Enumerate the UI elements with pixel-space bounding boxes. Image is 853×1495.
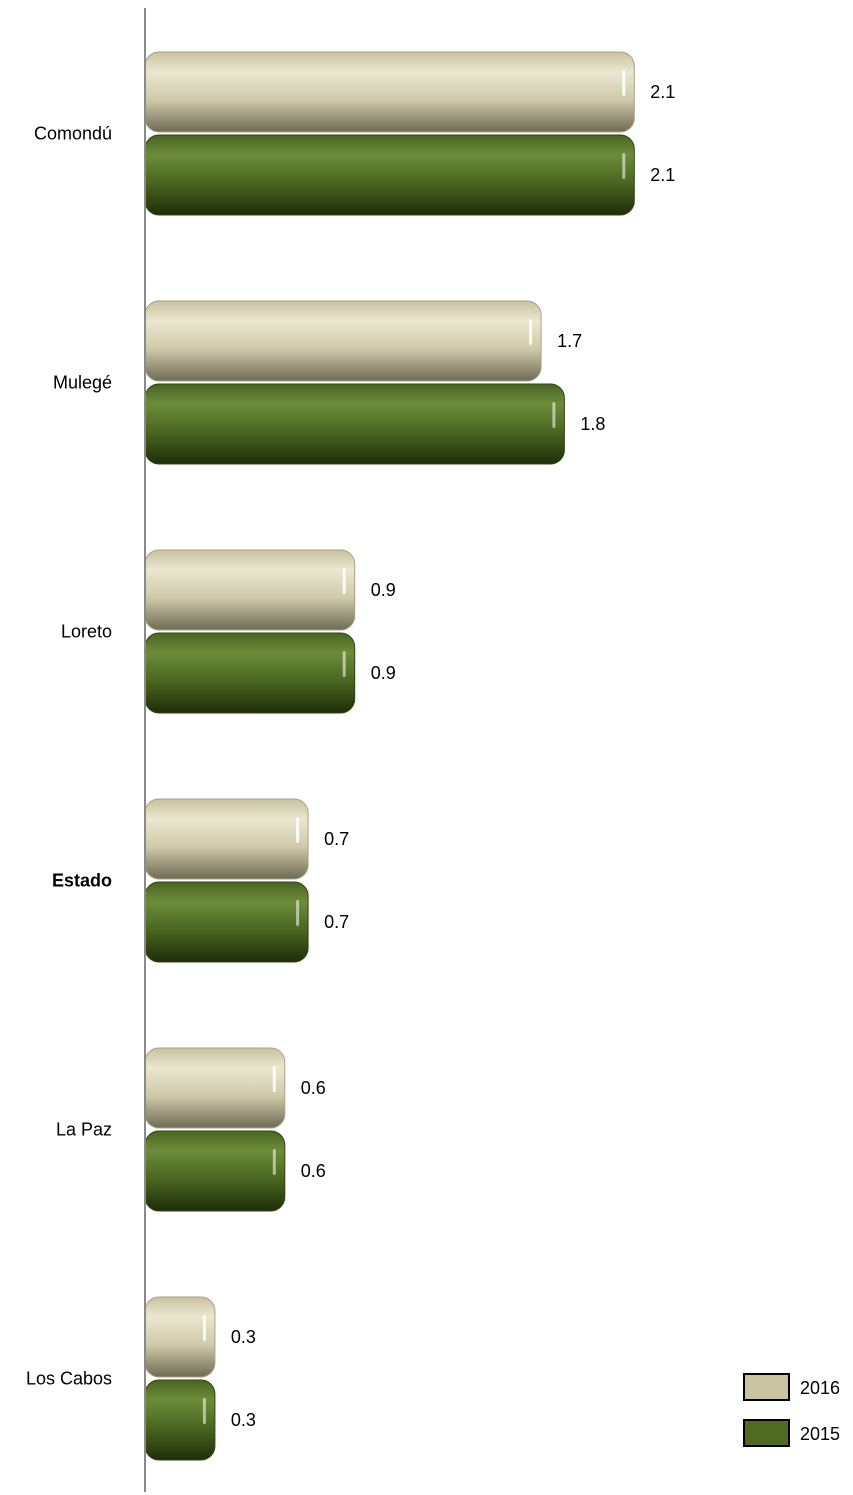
value-label-estado-2015: 0.7 bbox=[324, 912, 349, 932]
value-label-comondu-2015: 2.1 bbox=[650, 165, 675, 185]
legend-swatch-2015 bbox=[743, 1419, 790, 1447]
legend: 2016 2015 bbox=[743, 1373, 840, 1447]
value-label-loreto-2016: 0.9 bbox=[371, 580, 396, 600]
bar-loreto-2016 bbox=[144, 549, 356, 631]
bar-highlight bbox=[552, 402, 556, 428]
bar-highlight bbox=[622, 153, 626, 179]
value-label-mulege-2015: 1.8 bbox=[580, 414, 605, 434]
bars-layer bbox=[144, 51, 635, 1461]
bar-loreto-2015 bbox=[144, 632, 356, 714]
bar-highlight bbox=[529, 319, 533, 345]
value-label-los-cabos-2015: 0.3 bbox=[231, 1410, 256, 1430]
bar-highlight bbox=[272, 1066, 276, 1092]
bar-mulege-2015 bbox=[144, 383, 565, 465]
bar-highlight bbox=[622, 70, 626, 96]
bar-highlight bbox=[272, 1149, 276, 1175]
category-label-la-paz: La Paz bbox=[56, 1120, 112, 1140]
labels-layer: 2.1 2.1 Comondú 1.7 1.8 Mulegé 0.9 0.9 Loreto 0.7… bbox=[26, 82, 675, 1430]
category-label-loreto: Loreto bbox=[61, 622, 112, 642]
value-label-mulege-2016: 1.7 bbox=[557, 331, 582, 351]
category-label-mulege: Mulegé bbox=[53, 373, 112, 393]
bar-highlight bbox=[202, 1315, 206, 1341]
bar-comondu-2016 bbox=[144, 51, 635, 133]
value-label-loreto-2015: 0.9 bbox=[371, 663, 396, 683]
bar-la-paz-2016 bbox=[144, 1047, 286, 1129]
value-label-comondu-2016: 2.1 bbox=[650, 82, 675, 102]
value-label-la-paz-2016: 0.6 bbox=[301, 1078, 326, 1098]
bar-highlight bbox=[342, 651, 346, 677]
legend-swatch-2016 bbox=[743, 1373, 790, 1401]
legend-label-2016: 2016 bbox=[800, 1378, 840, 1398]
bar-highlight bbox=[202, 1398, 206, 1424]
value-label-la-paz-2015: 0.6 bbox=[301, 1161, 326, 1181]
category-label-los-cabos: Los Cabos bbox=[26, 1369, 112, 1389]
value-label-estado-2016: 0.7 bbox=[324, 829, 349, 849]
bar-la-paz-2015 bbox=[144, 1130, 286, 1212]
bar-highlight bbox=[296, 817, 300, 843]
legend-label-2015: 2015 bbox=[800, 1424, 840, 1444]
bar-highlight bbox=[296, 900, 300, 926]
bar-highlight bbox=[342, 568, 346, 594]
bar-estado-2015 bbox=[144, 881, 309, 963]
value-label-los-cabos-2016: 0.3 bbox=[231, 1327, 256, 1347]
bar-mulege-2016 bbox=[144, 300, 542, 382]
category-label-comondu: Comondú bbox=[34, 124, 112, 144]
category-label-estado: Estado bbox=[52, 871, 112, 891]
bar-comondu-2015 bbox=[144, 134, 635, 216]
bar-estado-2016 bbox=[144, 798, 309, 880]
